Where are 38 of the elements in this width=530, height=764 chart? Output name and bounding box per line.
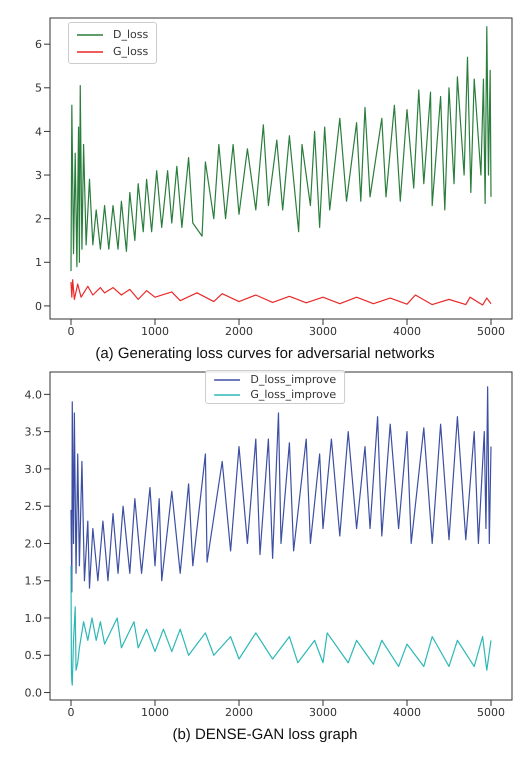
x-tick-label: 1000 — [141, 324, 169, 338]
x-tick-label: 0 — [68, 324, 74, 338]
x-tick-label: 0 — [68, 706, 74, 719]
y-tick-label: 1.0 — [24, 612, 42, 625]
y-tick-label: 0.5 — [24, 649, 42, 662]
legend-label: D_loss_improve — [250, 372, 336, 387]
x-tick-label: 5000 — [477, 324, 505, 338]
y-tick-label: 4.0 — [24, 388, 42, 402]
line-series — [70, 279, 492, 306]
y-tick-label: 4 — [35, 125, 42, 138]
x-tick-label: 4000 — [393, 706, 421, 719]
line-series — [70, 565, 492, 686]
y-tick-label: 6 — [35, 38, 42, 52]
text: (a) Generating loss curves for adversarial networks — [94, 345, 436, 362]
x-tick-label: 1000 — [141, 706, 169, 719]
x-tick-label: 2000 — [225, 706, 253, 719]
x-tick-label: 2000 — [225, 324, 253, 338]
y-tick-label: 2 — [35, 212, 42, 226]
legend-label: G_loss — [113, 44, 148, 60]
x-tick-label: 3000 — [309, 324, 337, 338]
y-tick-label: 0.0 — [24, 686, 42, 700]
y-tick-label: 1 — [35, 256, 42, 270]
y-tick-label: 2.5 — [24, 500, 42, 514]
y-tick-label: 5 — [35, 82, 42, 95]
line-series — [70, 386, 492, 593]
x-tick-label: 3000 — [309, 706, 337, 719]
legend-label: D_loss — [113, 27, 148, 43]
y-tick-label: 3.5 — [24, 426, 42, 439]
y-tick-label: 3.0 — [24, 462, 42, 476]
x-tick-label: 5000 — [477, 706, 505, 719]
y-tick-label: 1.5 — [24, 574, 42, 588]
line-series — [70, 26, 492, 272]
x-tick-label: 4000 — [393, 324, 421, 338]
legend-label: G_loss_improve — [250, 387, 336, 402]
y-tick-label: 2.0 — [24, 537, 42, 550]
y-tick-label: 3 — [35, 168, 42, 182]
y-tick-label: 0 — [35, 300, 42, 313]
text: (b) DENSE-GAN loss graph — [171, 726, 359, 743]
